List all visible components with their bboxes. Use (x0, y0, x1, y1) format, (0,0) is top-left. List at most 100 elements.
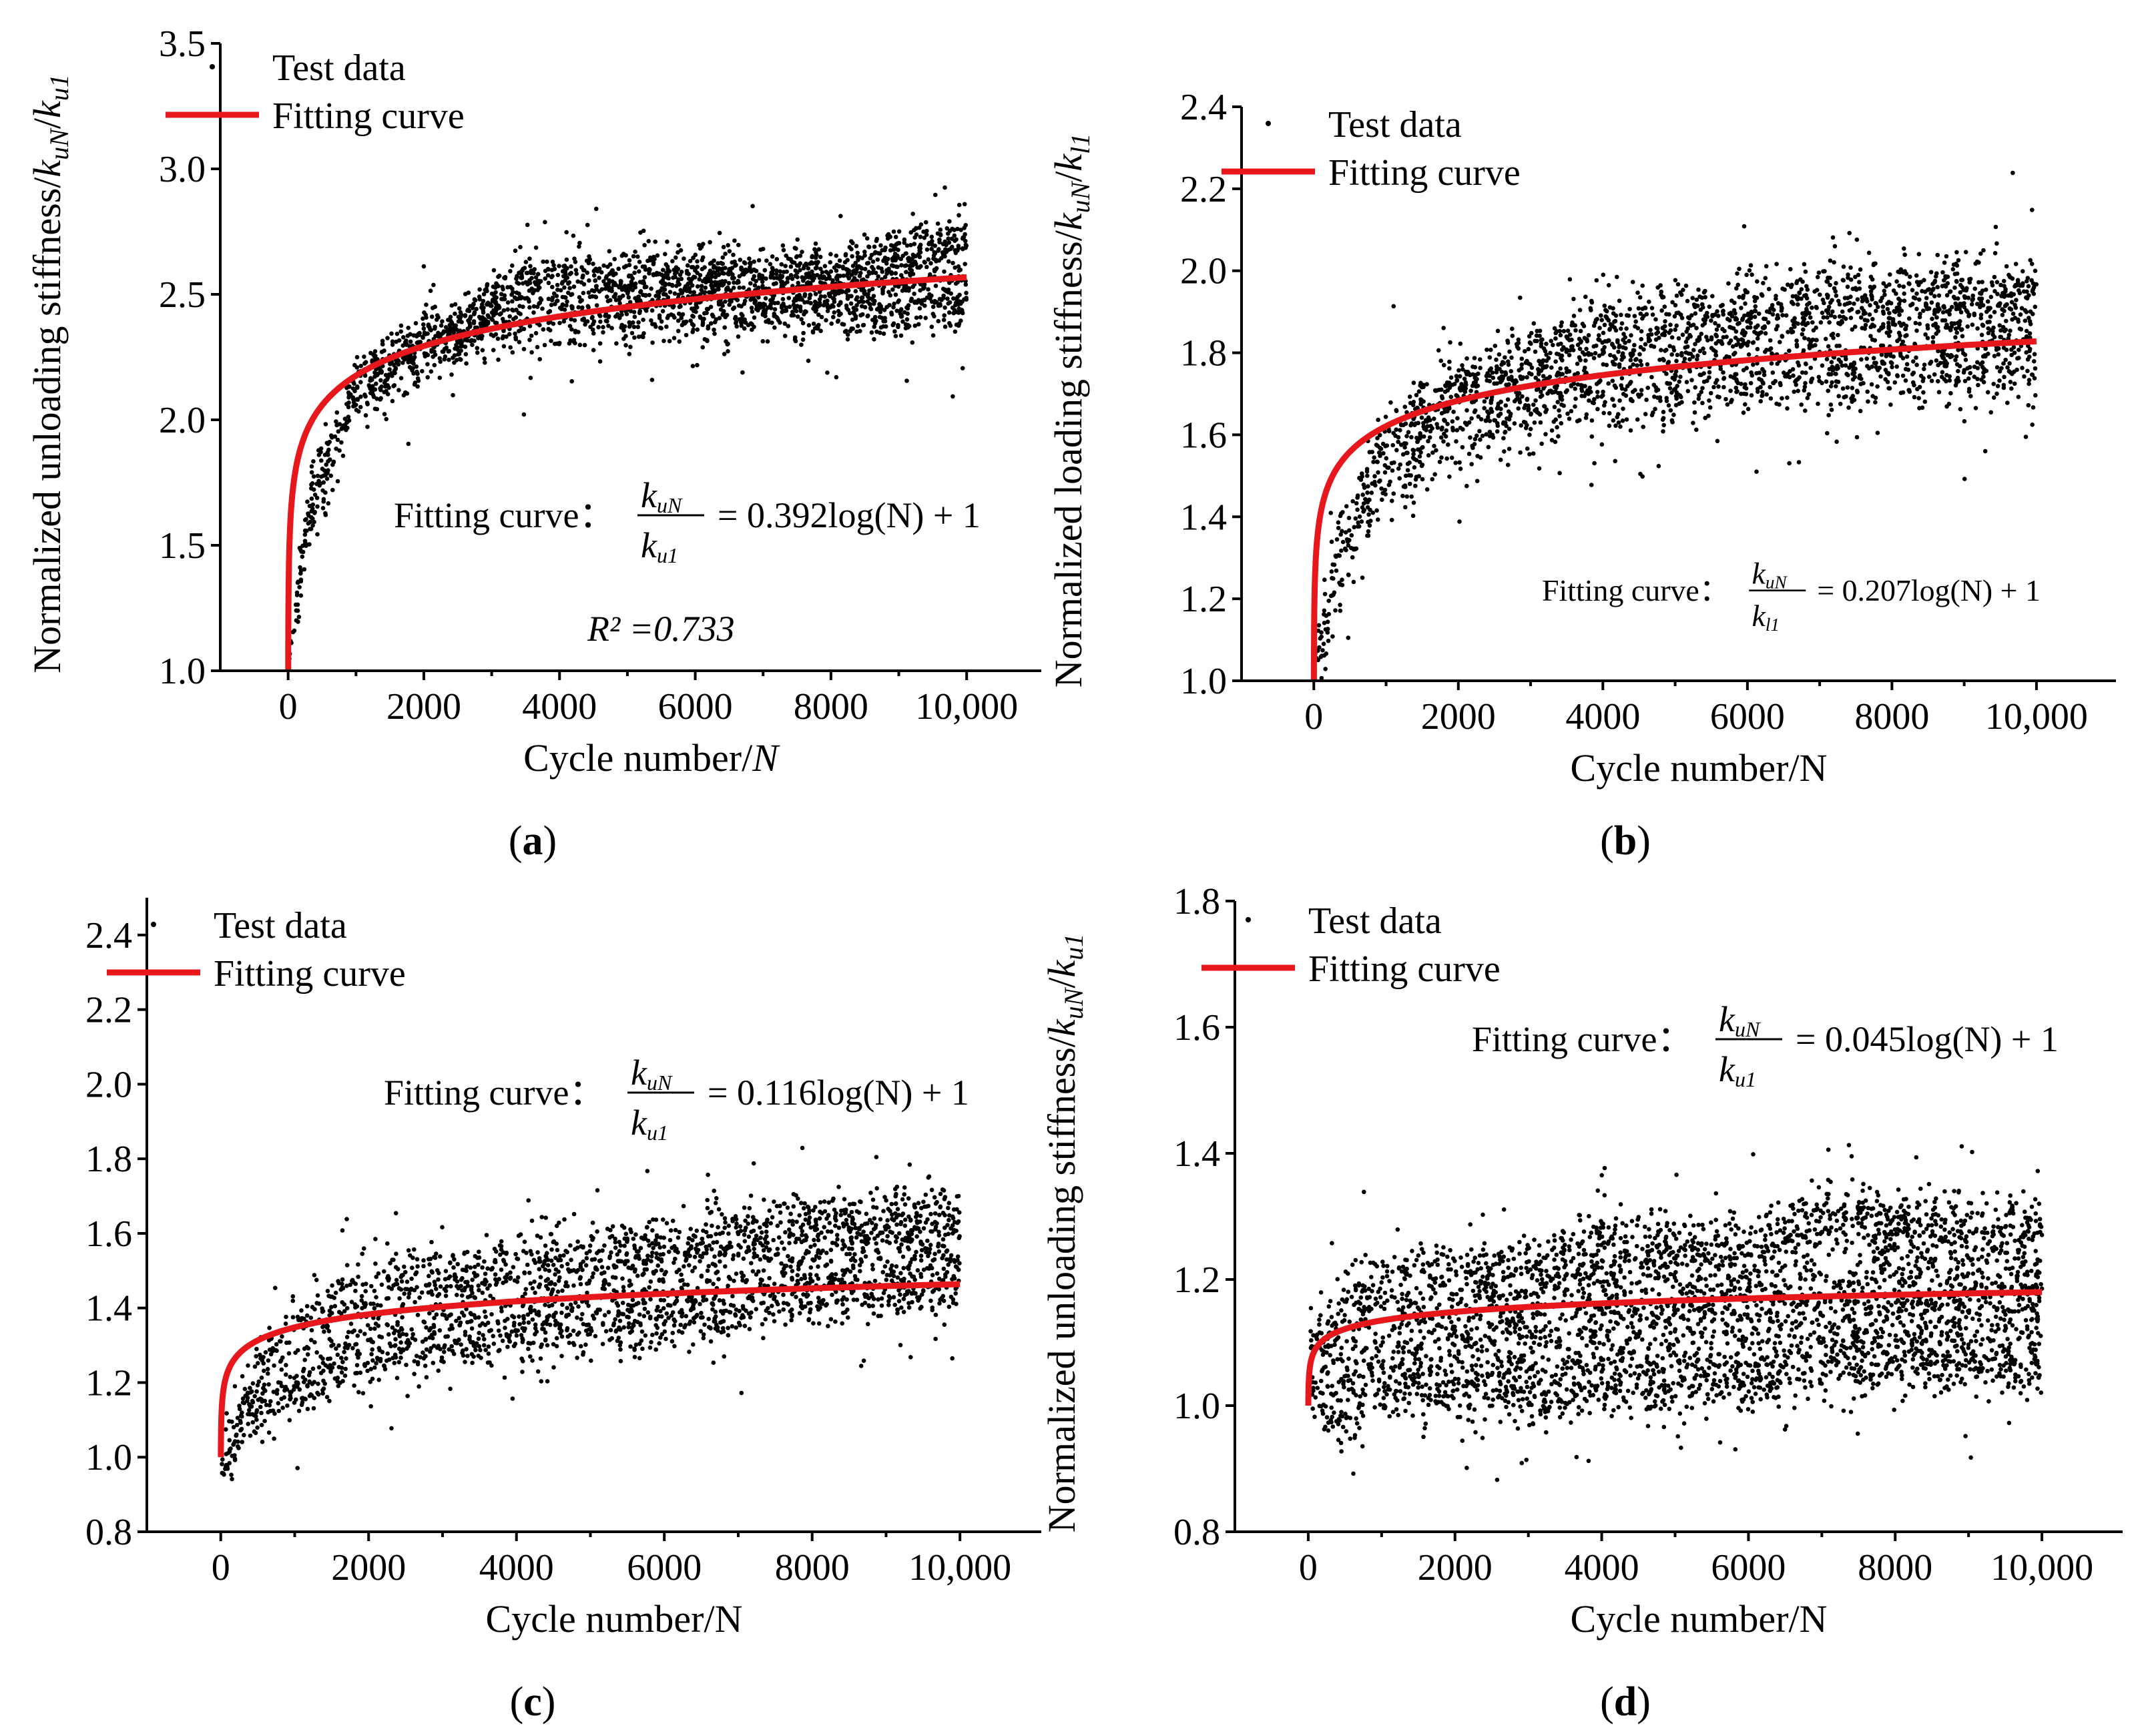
test-data-point (358, 364, 363, 368)
test-data-point (351, 400, 356, 405)
test-data-point (1569, 337, 1574, 342)
test-data-point (757, 301, 762, 306)
test-data-point (627, 320, 632, 325)
test-data-point (849, 272, 854, 277)
test-data-point (1583, 384, 1587, 388)
test-data-point (400, 335, 406, 340)
test-data-point (1636, 306, 1641, 311)
test-data-point (1384, 456, 1389, 461)
test-data-point (870, 270, 875, 275)
test-data-point (847, 245, 852, 250)
test-data-point (1378, 478, 1382, 483)
test-data-point (1912, 394, 1917, 400)
test-data-point (467, 308, 472, 314)
test-data-point (519, 276, 524, 280)
test-data-point (856, 300, 862, 304)
test-data-point (1804, 370, 1808, 375)
test-data-point (2002, 328, 2007, 334)
test-data-point (865, 274, 870, 279)
test-data-point (562, 285, 567, 290)
test-data-point (1917, 321, 1922, 326)
test-data-point (882, 248, 887, 253)
test-data-point (1944, 293, 1950, 298)
test-data-point (641, 281, 647, 286)
test-data-point (293, 602, 298, 607)
test-data-point (496, 357, 501, 362)
test-data-point (792, 260, 797, 265)
test-data-point (424, 315, 429, 320)
test-data-point (1564, 347, 1569, 352)
x-tick-label: 2000 (386, 686, 461, 728)
test-data-point (1639, 336, 1643, 342)
test-data-point (391, 384, 396, 388)
test-data-point (879, 266, 884, 271)
test-data-point (1693, 311, 1698, 316)
test-data-point (804, 272, 809, 276)
test-data-point (2011, 311, 2016, 316)
test-data-point (483, 360, 487, 365)
test-data-point (1691, 420, 1695, 425)
test-data-point (904, 270, 908, 274)
test-data-point (2019, 306, 2025, 311)
test-data-point (1567, 332, 1573, 337)
test-data-point (1612, 403, 1617, 408)
test-data-point (1520, 394, 1525, 399)
test-data-point (471, 302, 476, 307)
test-data-point (1448, 394, 1454, 399)
test-data-point (1866, 366, 1872, 371)
test-data-point (1381, 451, 1386, 456)
test-data-point (877, 302, 882, 307)
test-data-point (881, 258, 886, 264)
test-data-point (1329, 569, 1334, 574)
test-data-point (549, 268, 555, 272)
test-data-point (1360, 493, 1365, 497)
test-data-point (716, 272, 721, 278)
test-data-point (1364, 467, 1370, 472)
test-data-point (635, 298, 639, 304)
test-data-point (1825, 315, 1830, 320)
test-data-point (513, 336, 519, 342)
test-data-point (1983, 287, 1988, 292)
test-data-point (521, 326, 527, 332)
test-data-point (1650, 312, 1655, 317)
test-data-point (1745, 325, 1750, 330)
test-data-point (792, 299, 796, 304)
panel-label: (a) (509, 818, 557, 864)
test-data-point (1365, 473, 1370, 479)
test-data-point (437, 375, 443, 380)
test-data-point (1382, 470, 1388, 475)
test-data-point (1591, 356, 1597, 360)
test-data-point (1505, 463, 1511, 467)
test-data-point (425, 375, 430, 380)
test-data-point (914, 315, 919, 320)
test-data-point (1334, 568, 1339, 573)
test-data-point (1858, 373, 1862, 378)
test-data-point (1834, 384, 1838, 388)
test-data-point (735, 280, 740, 285)
test-data-point (1528, 362, 1533, 367)
test-data-point (1479, 416, 1484, 422)
test-data-point (457, 356, 463, 362)
test-data-point (1607, 410, 1612, 416)
test-data-point (547, 328, 553, 333)
test-data-point (546, 320, 551, 326)
test-data-point (369, 377, 374, 382)
test-data-point (1774, 294, 1778, 298)
test-data-point (795, 270, 800, 275)
test-data-point (533, 245, 539, 250)
test-data-point (623, 253, 628, 258)
test-data-point (1954, 250, 1959, 255)
test-data-point (635, 324, 641, 330)
test-data-point (550, 284, 555, 290)
test-data-point (1878, 298, 1883, 304)
test-data-point (926, 287, 930, 292)
test-data-point (1487, 418, 1493, 423)
test-data-point (1944, 254, 1949, 259)
test-data-point (912, 323, 918, 328)
test-data-point (908, 242, 913, 248)
test-data-point (1947, 312, 1952, 317)
test-data-point (1483, 418, 1489, 423)
test-data-point (1390, 499, 1394, 503)
test-data-point (1814, 338, 1819, 342)
test-data-point (1454, 378, 1460, 382)
